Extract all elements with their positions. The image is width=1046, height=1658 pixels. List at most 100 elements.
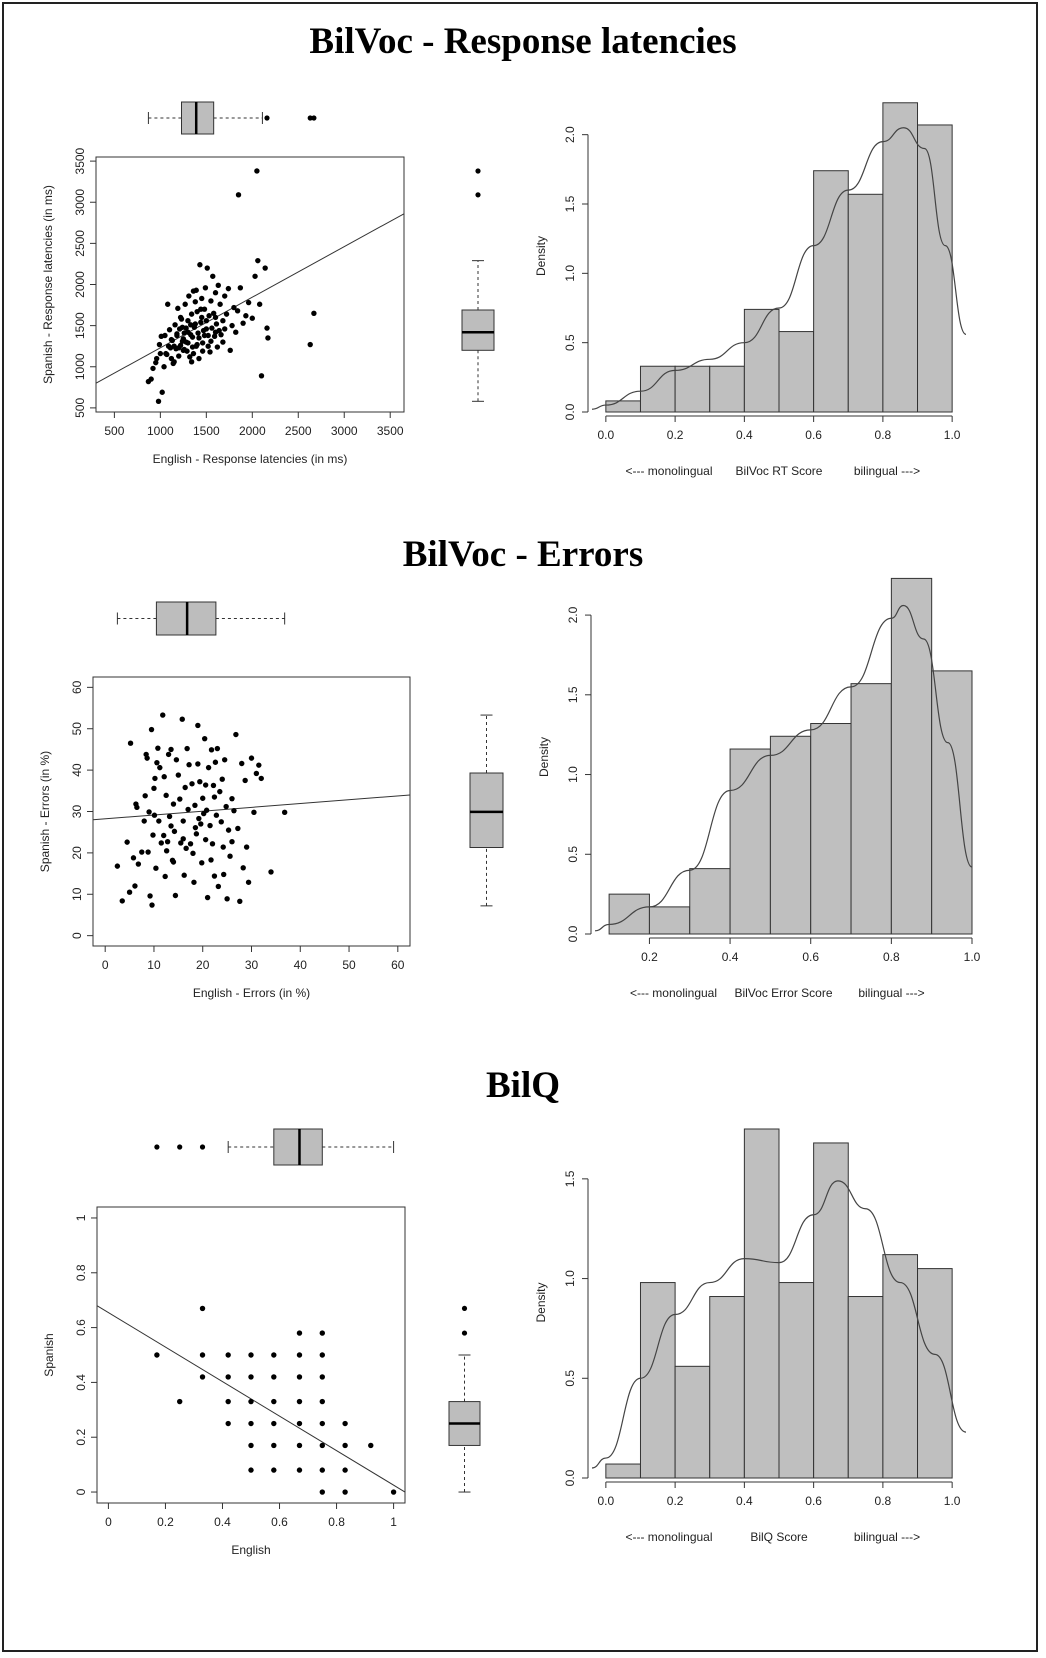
scatter-2-point: [248, 1467, 254, 1473]
histogram-1-bar: [608, 893, 650, 935]
scatter-0-point: [187, 354, 193, 360]
scatter-0-point: [249, 315, 255, 321]
scatter-0-point: [179, 324, 186, 330]
histogram-0-x-tick-label: 0.2: [667, 428, 684, 442]
histogram-2-x-label-left: <--- monolingual: [625, 1530, 712, 1544]
scatter-2-x-tick-label: 0.2: [157, 1515, 174, 1529]
histogram-2-y-tick-label: 1.5: [563, 1170, 577, 1187]
scatter-1-regression-line: [92, 794, 411, 821]
scatter-2-point: [296, 1330, 303, 1336]
scatter-2-point: [248, 1352, 254, 1358]
scatter-1-point: [186, 762, 192, 768]
scatter-0-point: [217, 301, 223, 307]
scatter-2-point: [248, 1374, 254, 1380]
histogram-0-y-tick-label: 1.5: [563, 195, 577, 212]
scatter-0-point: [162, 332, 168, 339]
scatter-2-point: [271, 1442, 277, 1449]
scatter-1-point: [268, 869, 274, 875]
histogram-0-y-tick-label: 0.5: [563, 334, 577, 351]
scatter-1-point: [201, 735, 208, 742]
scatter-2-boxplot-x-box: [273, 1128, 323, 1166]
scatter-0-point: [155, 398, 162, 405]
scatter-1-point: [187, 841, 194, 847]
scatter-1-point: [142, 793, 148, 799]
scatter-0-point: [199, 314, 205, 321]
histogram-2-x-label-center: BilQ Score: [750, 1530, 808, 1544]
scatter-1-point: [204, 894, 211, 901]
scatter-2-point: [199, 1352, 206, 1358]
scatter-2-point: [319, 1330, 325, 1336]
scatter-1-point: [160, 712, 166, 718]
scatter-0-point: [192, 299, 198, 305]
histogram-2-y-axis-label: Density: [534, 1282, 548, 1322]
histogram-0-x-label-right: bilingual --->: [854, 464, 920, 478]
scatter-0-point: [205, 343, 211, 349]
scatter-0-x-tick-label: 500: [104, 424, 124, 438]
histogram-1-bar: [648, 906, 691, 935]
scatter-0-point: [209, 325, 215, 331]
scatter-0-x-tick-label: 1500: [193, 424, 220, 438]
scatter-1-point: [173, 757, 180, 763]
scatter-2-point: [390, 1489, 397, 1495]
scatter-2-point: [319, 1374, 325, 1380]
scatter-0-point: [159, 389, 165, 395]
scatter-1-y-tick-label: 10: [70, 887, 84, 901]
scatter-1-point: [221, 757, 228, 763]
scatter-1-point: [237, 898, 243, 905]
scatter-0-point: [229, 322, 235, 329]
scatter-2-x-tick-label: 1: [390, 1515, 397, 1529]
scatter-1-point: [242, 777, 248, 784]
scatter-1-y-tick-label: 60: [70, 680, 84, 694]
scatter-0-point: [231, 304, 237, 311]
histogram-2-bar: [709, 1296, 745, 1479]
scatter-0-point: [172, 322, 178, 328]
scatter-1-point: [208, 747, 215, 753]
scatter-1-point: [215, 883, 222, 890]
histogram-0-bar: [917, 124, 953, 413]
scatter-0-point: [265, 335, 271, 341]
scatter-2-boxplot-y-outlier: [461, 1330, 468, 1336]
scatter-0-point: [175, 305, 181, 312]
scatter-0-point: [188, 359, 195, 365]
histogram-0-bar: [674, 365, 711, 413]
scatter-2-point: [225, 1398, 231, 1405]
scatter-0-point: [206, 313, 212, 319]
histogram-1-x-tick-label: 0.6: [802, 950, 819, 964]
scatter-1-point: [156, 818, 162, 824]
scatter-2-point: [319, 1420, 325, 1427]
scatter-1-point: [198, 821, 204, 827]
scatter-0-point: [311, 310, 317, 316]
scatter-2-point: [296, 1442, 303, 1449]
histogram-0-bar: [709, 365, 745, 413]
scatter-1-point: [179, 716, 185, 722]
scatter-2-point: [248, 1420, 254, 1427]
scatter-1-point: [134, 804, 140, 811]
histogram-2-x-tick-label: 0.8: [875, 1494, 892, 1508]
scatter-1-point: [127, 740, 134, 746]
histogram-1-y-tick-label: 1.5: [566, 686, 580, 703]
scatter-1-point: [192, 802, 198, 808]
histogram-1-x-tick-label: 0.8: [883, 950, 900, 964]
scatter-1-point: [243, 844, 250, 850]
scatter-2-point: [296, 1467, 303, 1473]
histogram-1-y-tick-label: 0.5: [566, 846, 580, 863]
scatter-0-point: [171, 359, 177, 365]
histogram-2-bar: [813, 1142, 849, 1479]
scatter-1-point: [197, 779, 203, 785]
scatter-1-point: [177, 796, 183, 802]
scatter-0-point: [202, 285, 209, 291]
scatter-0-point: [220, 317, 226, 324]
scatter-0-x-tick-label: 2000: [239, 424, 266, 438]
scatter-1-point: [209, 841, 216, 847]
scatter-2-y-tick-label: 0.8: [74, 1264, 88, 1281]
scatter-2-plot-frame: [96, 1206, 406, 1504]
scatter-2-point: [342, 1442, 348, 1449]
scatter-1-point: [233, 731, 239, 738]
scatter-1-point: [180, 836, 186, 842]
scatter-1-boxplot-y-box: [469, 772, 504, 849]
scatter-0-point: [210, 273, 216, 279]
scatter-1-point: [195, 761, 201, 767]
histogram-2-x-tick-label: 0.2: [667, 1494, 684, 1508]
scatter-0-point: [183, 339, 189, 345]
